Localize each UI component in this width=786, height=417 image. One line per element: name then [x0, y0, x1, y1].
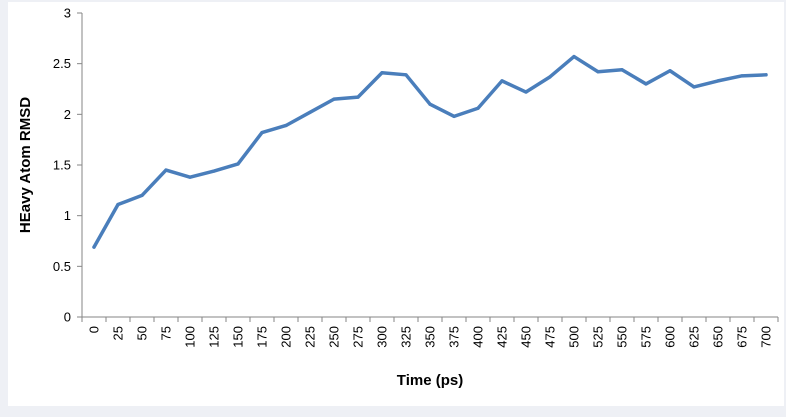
data-point [428, 102, 432, 106]
x-tick-label: 425 [495, 326, 510, 348]
data-point [572, 54, 576, 59]
x-tick-label: 675 [735, 326, 750, 348]
data-point [596, 70, 600, 74]
x-tick-label: 200 [279, 326, 294, 348]
data-point [284, 123, 288, 128]
data-point [188, 175, 192, 179]
data-point [476, 106, 480, 110]
x-tick-label: 475 [543, 326, 558, 348]
rmsd-line-chart: 0 0.5 1 1.5 2 2.5 3 0 25 50 75 100 125 150 175 200 225 2… [17, 6, 779, 389]
data-point [716, 79, 720, 83]
data-point [404, 73, 408, 77]
data-point [308, 110, 312, 114]
x-tick-label: 125 [207, 326, 222, 348]
data-point [644, 82, 648, 86]
data-point [164, 168, 168, 172]
x-tick-label: 450 [519, 326, 534, 348]
x-tick-label: 225 [303, 326, 318, 348]
x-tick-label: 25 [111, 326, 126, 340]
chart-panel: 0 0.5 1 1.5 2 2.5 3 0 25 50 75 100 125 150 175 200 225 2… [8, 2, 784, 406]
y-tick-label: 1 [64, 208, 71, 223]
x-tick-label: 575 [639, 326, 654, 348]
x-tick-label: 350 [423, 326, 438, 348]
x-tick-label: 700 [759, 326, 774, 348]
data-point [452, 114, 456, 118]
data-point [356, 95, 360, 99]
series-layer [92, 54, 768, 249]
data-point [380, 71, 384, 75]
data-point [620, 68, 624, 72]
y-tick-label: 0.5 [53, 259, 71, 274]
data-point [116, 202, 120, 207]
data-point [548, 75, 552, 79]
x-tick-label: 400 [471, 326, 486, 348]
y-axis-title: HEavy Atom RMSD [17, 97, 34, 233]
data-point [212, 169, 216, 173]
data-point [668, 69, 672, 73]
x-tick-label: 175 [255, 326, 270, 348]
x-tick-label: 250 [327, 326, 342, 348]
data-point [140, 193, 144, 197]
x-tick-label: 0 [87, 326, 102, 333]
y-tick-label: 2 [64, 107, 71, 122]
x-tick-label: 375 [447, 326, 462, 348]
data-point [692, 85, 696, 89]
x-tick-label: 600 [663, 326, 678, 348]
x-tick-label: 550 [615, 326, 630, 348]
x-axis: 0 25 50 75 100 125 150 175 200 225 250 275 300 325 350… [81, 316, 779, 348]
y-tick-label: 2.5 [53, 56, 71, 71]
data-point [332, 97, 336, 101]
x-tick-label: 325 [399, 326, 414, 348]
y-axis: 0 0.5 1 1.5 2 2.5 3 [53, 6, 83, 325]
data-point [764, 73, 768, 77]
x-tick-label: 150 [231, 326, 246, 348]
x-tick-label: 525 [591, 326, 606, 348]
x-tick-label: 650 [711, 326, 726, 348]
x-axis-title: Time (ps) [397, 372, 463, 389]
series-line [92, 54, 768, 249]
y-tick-label: 3 [64, 6, 71, 21]
x-tick-label: 100 [183, 326, 198, 348]
data-point [740, 74, 744, 78]
x-tick-label: 275 [351, 326, 366, 348]
x-tick-label: 300 [375, 326, 390, 348]
data-point [260, 130, 264, 135]
x-tick-label: 75 [159, 326, 174, 340]
y-tick-label: 0 [64, 310, 71, 325]
x-tick-label: 625 [687, 326, 702, 348]
x-tick-label: 500 [567, 326, 582, 348]
x-tick-label: 50 [135, 326, 150, 340]
data-point [236, 162, 240, 166]
data-point [92, 245, 96, 249]
y-tick-label: 1.5 [53, 158, 71, 173]
data-point [500, 79, 504, 83]
data-point [524, 90, 528, 94]
